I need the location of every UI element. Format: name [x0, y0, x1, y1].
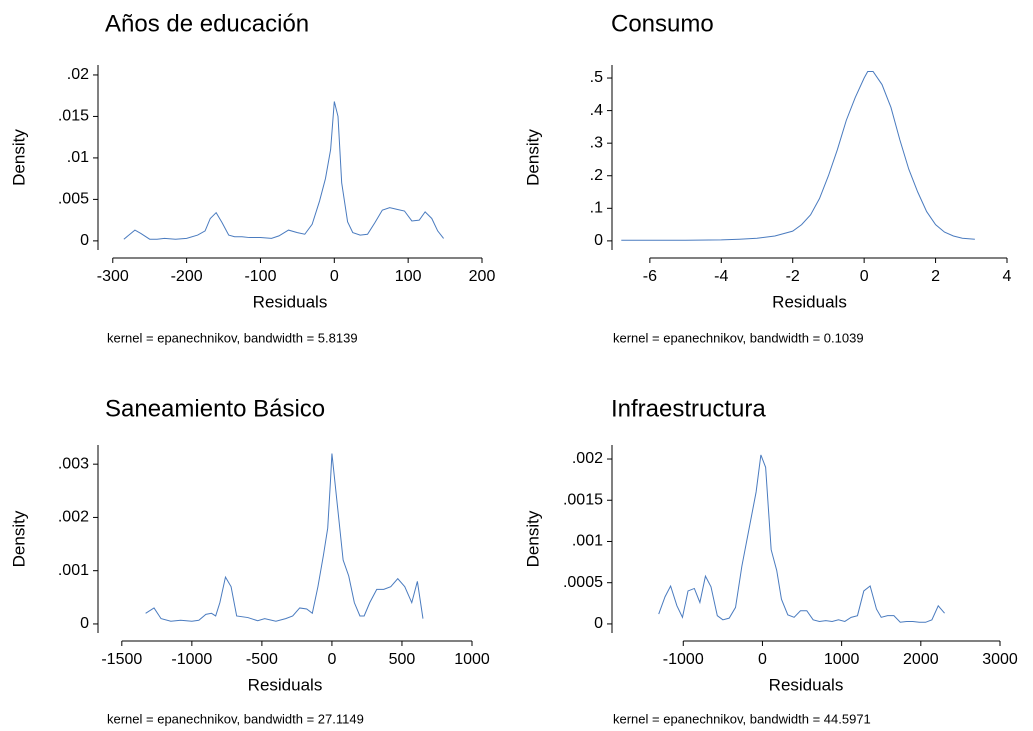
y-tick-label: .002 — [58, 509, 89, 526]
density-line — [658, 454, 945, 623]
x-tick-label: -2 — [786, 268, 800, 285]
x-tick-label: -6 — [643, 268, 657, 285]
y-tick-label: .1 — [590, 200, 603, 217]
y-tick-label: .005 — [58, 191, 89, 208]
x-tick-label: -500 — [246, 651, 278, 668]
y-tick-label: .0005 — [563, 574, 603, 591]
panel-title: Infraestructura — [611, 395, 766, 422]
y-tick-label: .2 — [590, 167, 603, 184]
y-tick-label: 0 — [594, 232, 603, 249]
panel-title: Años de educación — [105, 10, 309, 37]
y-tick-label: .0015 — [563, 491, 603, 508]
y-tick-label: .5 — [590, 69, 603, 86]
y-tick-label: 0 — [80, 232, 89, 249]
y-tick-label: .3 — [590, 134, 603, 151]
density-line — [145, 453, 424, 622]
x-tick-label: 500 — [389, 651, 416, 668]
x-tick-label: -1500 — [101, 651, 142, 668]
x-tick-label: 3000 — [982, 651, 1018, 668]
y-tick-label: .001 — [572, 533, 603, 550]
y-axis-title: Density — [523, 129, 542, 186]
density-line — [621, 71, 975, 241]
y-tick-label: .001 — [58, 562, 89, 579]
y-axis-title: Density — [9, 129, 28, 186]
y-tick-label: .002 — [572, 450, 603, 467]
x-tick-label: 1000 — [824, 651, 860, 668]
x-axis-title: Residuals — [248, 675, 323, 694]
y-tick-label: 0 — [594, 615, 603, 632]
y-tick-label: .015 — [58, 108, 89, 125]
x-tick-label: 100 — [395, 268, 422, 285]
x-tick-label: 0 — [758, 651, 767, 668]
density-line — [123, 101, 444, 240]
x-axis-title: Residuals — [769, 675, 844, 694]
x-tick-label: 0 — [327, 651, 336, 668]
x-tick-label: 4 — [1003, 268, 1012, 285]
kernel-note: kernel = epanechnikov, bandwidth = 5.813… — [107, 330, 358, 345]
panel-title: Consumo — [611, 10, 714, 37]
x-tick-label: 2000 — [903, 651, 939, 668]
y-axis-title: Density — [9, 510, 28, 567]
x-tick-label: -300 — [97, 268, 129, 285]
x-tick-label: 1000 — [454, 651, 490, 668]
y-tick-label: .02 — [67, 66, 89, 83]
x-tick-label: 0 — [860, 268, 869, 285]
x-tick-label: -4 — [714, 268, 728, 285]
y-axis-title: Density — [523, 510, 542, 567]
y-tick-label: .003 — [58, 455, 89, 472]
x-axis-title: Residuals — [253, 292, 328, 311]
x-tick-label: -100 — [244, 268, 276, 285]
x-tick-label: 2 — [931, 268, 940, 285]
kernel-note: kernel = epanechnikov, bandwidth = 0.103… — [613, 330, 864, 345]
x-tick-label: -1000 — [663, 651, 704, 668]
x-tick-label: -1000 — [171, 651, 212, 668]
y-tick-label: 0 — [80, 615, 89, 632]
x-tick-label: 0 — [330, 268, 339, 285]
x-tick-label: -200 — [171, 268, 203, 285]
kernel-note: kernel = epanechnikov, bandwidth = 27.11… — [107, 711, 364, 726]
y-tick-label: .4 — [590, 102, 603, 119]
panel-title: Saneamiento Básico — [105, 395, 325, 422]
x-tick-label: 200 — [469, 268, 496, 285]
x-axis-title: Residuals — [772, 292, 847, 311]
kernel-note: kernel = epanechnikov, bandwidth = 44.59… — [613, 711, 871, 726]
y-tick-label: .01 — [67, 149, 89, 166]
